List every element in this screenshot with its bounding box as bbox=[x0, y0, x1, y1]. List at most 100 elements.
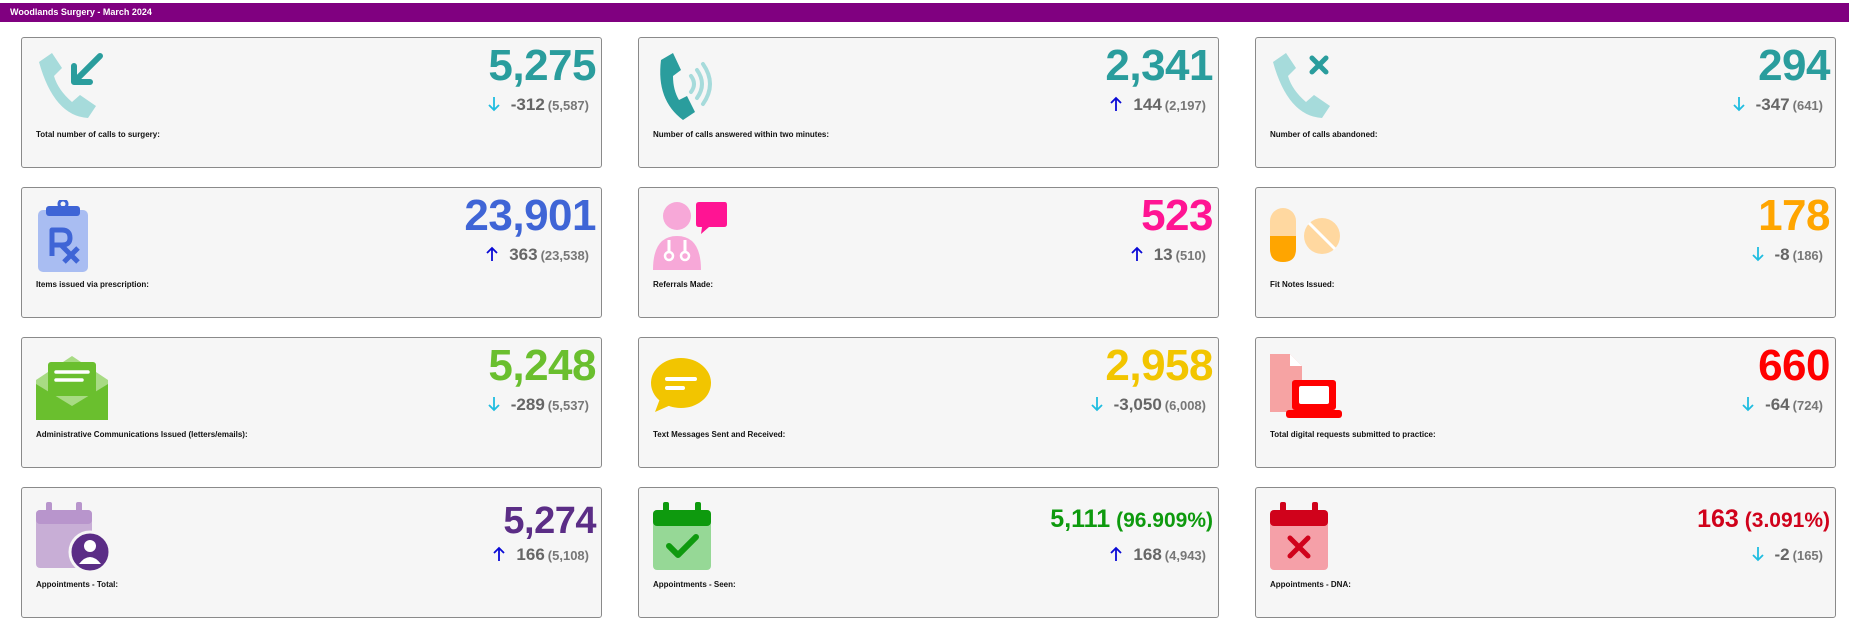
kpi-card-appointments-total: 5,274 166 (5,108) Appointments - Total: bbox=[21, 487, 602, 618]
kpi-change: 363 (23,538) bbox=[485, 245, 589, 265]
kpi-label: Total digital requests submitted to prac… bbox=[1270, 430, 1436, 439]
kpi-value: 178 bbox=[1758, 191, 1830, 240]
kpi-delta: -312 bbox=[510, 95, 545, 114]
phone-incoming-icon bbox=[34, 50, 110, 124]
kpi-value: 163 (3.091%) bbox=[1697, 505, 1830, 533]
arrow-up-icon bbox=[485, 246, 499, 262]
doctor-chat-icon bbox=[651, 200, 727, 274]
phone-missed-icon bbox=[1268, 50, 1344, 124]
kpi-previous: (165) bbox=[1792, 548, 1823, 563]
kpi-label: Referrals Made: bbox=[653, 280, 714, 289]
kpi-value: 5,248 bbox=[488, 341, 596, 390]
kpi-card-fit-notes: 178 -8 (186) Fit Notes Issued: bbox=[1255, 187, 1836, 318]
arrow-up-icon bbox=[492, 546, 506, 562]
kpi-previous: (641) bbox=[1792, 98, 1823, 113]
kpi-label: Fit Notes Issued: bbox=[1270, 280, 1335, 289]
kpi-value: 2,958 bbox=[1105, 341, 1213, 390]
kpi-percentage: (3.091%) bbox=[1744, 509, 1830, 532]
prescription-clipboard-icon bbox=[34, 200, 110, 274]
kpi-card-referrals: 523 13 (510) Referrals Made: bbox=[638, 187, 1219, 318]
kpi-card-digital-requests: 660 -64 (724) Total digital requests subm… bbox=[1255, 337, 1836, 468]
kpi-previous: (5,108) bbox=[547, 548, 589, 563]
kpi-change: 144 (2,197) bbox=[1109, 95, 1206, 115]
dashboard-title-bar: Woodlands Surgery - March 2024 bbox=[0, 3, 1849, 22]
kpi-label: Appointments - Seen: bbox=[653, 580, 736, 589]
kpi-change: -347 (641) bbox=[1732, 95, 1823, 115]
calendar-check-icon bbox=[651, 500, 727, 574]
pills-icon bbox=[1268, 200, 1344, 274]
kpi-delta: -289 bbox=[510, 395, 545, 414]
kpi-delta: 166 bbox=[516, 545, 545, 564]
kpi-change: -8 (186) bbox=[1751, 245, 1823, 265]
kpi-previous: (6,008) bbox=[1164, 398, 1206, 413]
kpi-value: 660 bbox=[1758, 341, 1830, 390]
kpi-label: Number of calls answered within two minu… bbox=[653, 130, 830, 139]
calendar-user-icon bbox=[34, 500, 110, 574]
kpi-card-prescriptions: 23,901 363 (23,538) Items issued via pres… bbox=[21, 187, 602, 318]
kpi-label: Number of calls abandoned: bbox=[1270, 130, 1378, 139]
calendar-x-icon bbox=[1268, 500, 1344, 574]
kpi-delta: 13 bbox=[1153, 245, 1173, 264]
kpi-value: 5,274 bbox=[503, 500, 596, 542]
kpi-value: 523 bbox=[1141, 191, 1213, 240]
kpi-change: -3,050 (6,008) bbox=[1090, 395, 1206, 415]
kpi-delta: -64 bbox=[1765, 395, 1790, 414]
kpi-previous: (23,538) bbox=[540, 248, 589, 263]
kpi-delta: 168 bbox=[1133, 545, 1162, 564]
kpi-card-appointments-seen: 5,111 (96.909%) 168 (4,943) Appointments -… bbox=[638, 487, 1219, 618]
kpi-delta: -347 bbox=[1755, 95, 1790, 114]
kpi-value: 2,341 bbox=[1105, 41, 1213, 90]
kpi-value: 23,901 bbox=[464, 191, 596, 240]
kpi-delta: -3,050 bbox=[1113, 395, 1162, 414]
kpi-change: -312 (5,587) bbox=[487, 95, 589, 115]
kpi-change: -289 (5,537) bbox=[487, 395, 589, 415]
kpi-value: 5,111 (96.909%) bbox=[1050, 505, 1213, 533]
kpi-label: Administrative Communications Issued (le… bbox=[36, 430, 248, 439]
dashboard-title: Woodlands Surgery - March 2024 bbox=[10, 7, 152, 17]
kpi-previous: (2,197) bbox=[1164, 98, 1206, 113]
kpi-label: Appointments - DNA: bbox=[1270, 580, 1351, 589]
file-laptop-icon bbox=[1268, 350, 1344, 424]
kpi-label: Text Messages Sent and Received: bbox=[653, 430, 786, 439]
arrow-down-icon bbox=[1741, 396, 1755, 412]
kpi-label: Items issued via prescription: bbox=[36, 280, 149, 289]
arrow-up-icon bbox=[1109, 546, 1123, 562]
kpi-change: -64 (724) bbox=[1741, 395, 1823, 415]
arrow-down-icon bbox=[487, 396, 501, 412]
kpi-label: Total number of calls to surgery: bbox=[36, 130, 160, 139]
arrow-up-icon bbox=[1130, 246, 1144, 262]
kpi-card-appointments-dna: 163 (3.091%) -2 (165) Appointments - DNA: bbox=[1255, 487, 1836, 618]
kpi-card-text-messages: 2,958 -3,050 (6,008) Text Messages Sent a… bbox=[638, 337, 1219, 468]
kpi-label: Appointments - Total: bbox=[36, 580, 119, 589]
kpi-previous: (510) bbox=[1175, 248, 1206, 263]
kpi-card-calls-answered: 2,341 144 (2,197) Number of calls answere… bbox=[638, 37, 1219, 168]
kpi-card-calls-abandoned: 294 -347 (641) Number of calls abandoned: bbox=[1255, 37, 1836, 168]
arrow-down-icon bbox=[1090, 396, 1104, 412]
phone-ringing-icon bbox=[651, 50, 727, 124]
arrow-down-icon bbox=[1732, 96, 1746, 112]
kpi-value: 294 bbox=[1758, 41, 1830, 90]
envelope-open-icon bbox=[34, 350, 110, 424]
arrow-down-icon bbox=[1751, 246, 1765, 262]
kpi-previous: (5,537) bbox=[547, 398, 589, 413]
chat-bubble-icon bbox=[651, 350, 727, 424]
kpi-card-total-calls: 5,275 -312 (5,587) Total number of calls … bbox=[21, 37, 602, 168]
kpi-change: 166 (5,108) bbox=[492, 545, 589, 565]
kpi-previous: (5,587) bbox=[547, 98, 589, 113]
kpi-delta: -8 bbox=[1774, 245, 1790, 264]
kpi-previous: (186) bbox=[1792, 248, 1823, 263]
kpi-change: 13 (510) bbox=[1130, 245, 1206, 265]
kpi-previous: (724) bbox=[1792, 398, 1823, 413]
kpi-previous: (4,943) bbox=[1164, 548, 1206, 563]
kpi-delta: 363 bbox=[509, 245, 538, 264]
arrow-up-icon bbox=[1109, 96, 1123, 112]
kpi-delta: -2 bbox=[1774, 545, 1790, 564]
arrow-down-icon bbox=[1751, 546, 1765, 562]
kpi-change: -2 (165) bbox=[1751, 545, 1823, 565]
kpi-value: 5,275 bbox=[488, 41, 596, 90]
kpi-change: 168 (4,943) bbox=[1109, 545, 1206, 565]
kpi-card-admin-communications: 5,248 -289 (5,537) Administrative Communi… bbox=[21, 337, 602, 468]
kpi-percentage: (96.909%) bbox=[1116, 509, 1213, 532]
kpi-delta: 144 bbox=[1133, 95, 1162, 114]
